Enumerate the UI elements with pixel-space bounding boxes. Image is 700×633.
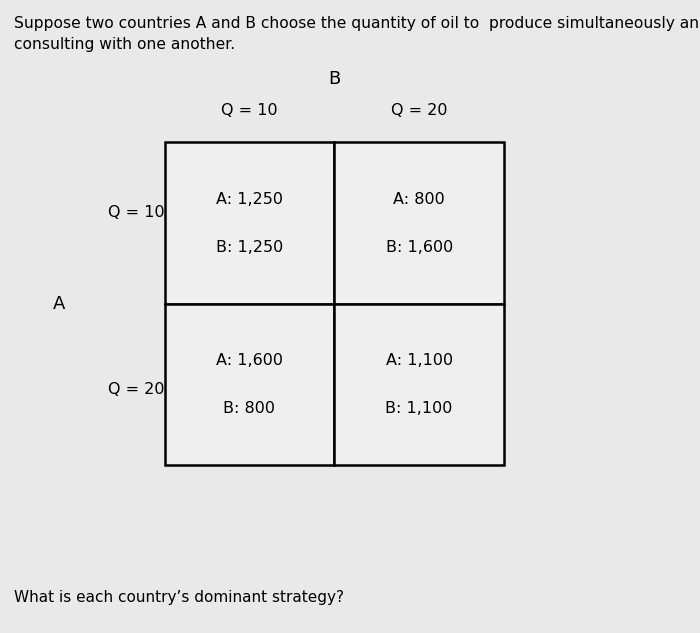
Text: B: 1,600: B: 1,600	[386, 240, 453, 254]
Bar	[164, 142, 335, 304]
Text: Q = 20: Q = 20	[108, 382, 164, 397]
Text: A: 1,250: A: 1,250	[216, 192, 283, 206]
Text: B: 1,100: B: 1,100	[386, 401, 453, 416]
Text: A: 1,100: A: 1,100	[386, 353, 453, 368]
Text: Q = 10: Q = 10	[108, 204, 164, 220]
Text: B: 1,250: B: 1,250	[216, 240, 283, 254]
Text: Q = 10: Q = 10	[221, 103, 278, 118]
Text: B: B	[328, 70, 340, 88]
Bar	[164, 304, 335, 465]
Text: A: 800: A: 800	[393, 192, 445, 206]
Text: A: 1,600: A: 1,600	[216, 353, 283, 368]
Text: A: A	[53, 295, 66, 313]
Text: Q = 20: Q = 20	[391, 103, 447, 118]
Text: B: 800: B: 800	[223, 401, 275, 416]
Bar	[335, 142, 504, 304]
Text: Suppose two countries A and B choose the quantity of oil to  produce simultaneou: Suppose two countries A and B choose the…	[14, 16, 700, 52]
Bar	[335, 304, 504, 465]
Text: What is each country’s dominant strategy?: What is each country’s dominant strategy…	[14, 589, 344, 605]
